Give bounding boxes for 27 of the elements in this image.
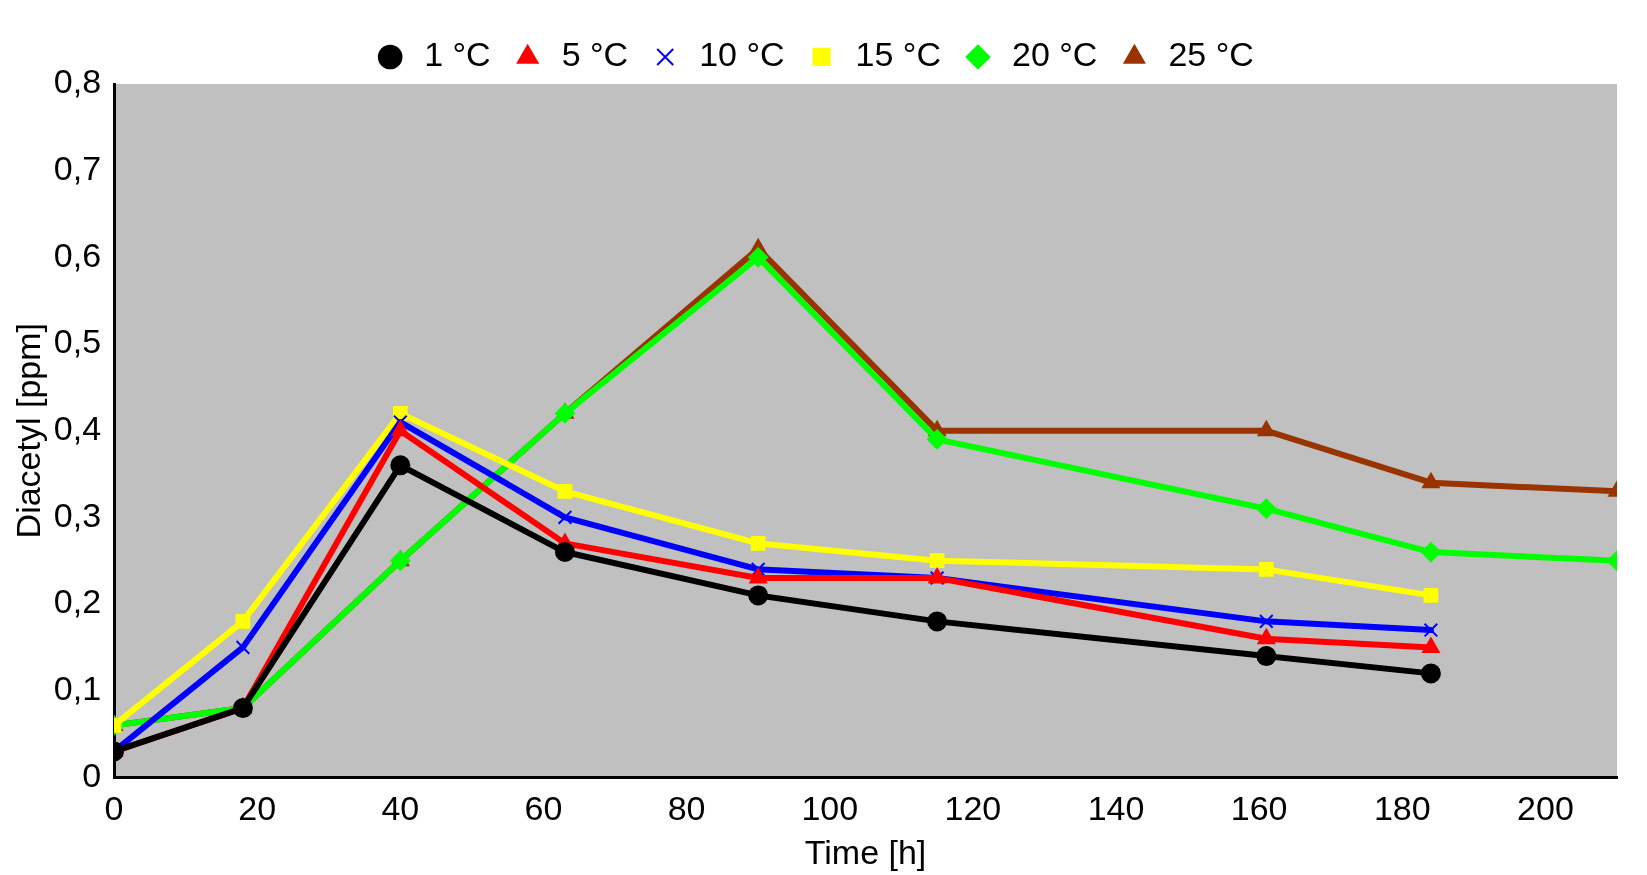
y-tick-label: 0,4 xyxy=(53,409,102,448)
y-tick-label: 0,7 xyxy=(53,149,102,188)
legend-label: 25 °C xyxy=(1168,35,1254,74)
y-tick-label: 0,1 xyxy=(53,669,102,708)
x-tick-label: 120 xyxy=(944,789,1002,828)
y-axis-title: Diacetyl [ppm] xyxy=(8,323,47,539)
y-tick-label: 0,3 xyxy=(53,495,102,534)
y-tick-label: 0,5 xyxy=(53,322,102,361)
x-tick-label: 140 xyxy=(1087,789,1145,828)
y-tick-label: 0 xyxy=(82,755,102,794)
x-axis-title: Time [h] xyxy=(804,832,927,871)
x-tick-label: 160 xyxy=(1230,789,1288,828)
x-tick-label: 20 xyxy=(238,789,277,828)
legend-label: 20 °C xyxy=(1012,35,1098,74)
y-tick-label: 0,2 xyxy=(53,582,102,621)
x-tick-label: 100 xyxy=(801,789,859,828)
x-tick-label: 180 xyxy=(1373,789,1431,828)
y-tick-label: 0,8 xyxy=(53,62,102,101)
x-tick-label: 200 xyxy=(1517,789,1574,828)
legend-label: 5 °C xyxy=(561,35,629,74)
legend-label: 1 °C xyxy=(424,35,491,74)
legend-label: 15 °C xyxy=(855,35,942,74)
x-tick-label: 80 xyxy=(667,789,706,828)
legend-label: 10 °C xyxy=(699,35,785,74)
x-tick-label: 40 xyxy=(381,789,420,828)
x-tick-label: 60 xyxy=(524,789,563,828)
y-tick-label: 0,6 xyxy=(53,235,102,274)
